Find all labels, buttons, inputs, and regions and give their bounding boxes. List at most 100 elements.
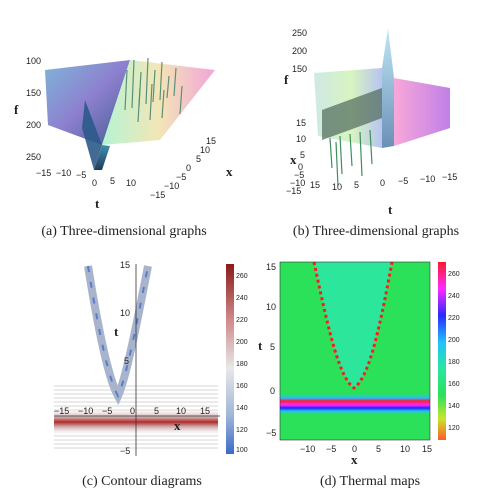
panel-d-x-tick: 0 (352, 444, 357, 454)
caption-c: (c) Contour diagrams (82, 474, 202, 489)
panel-d-x-tick: 15 (422, 444, 432, 454)
panel-c-x-tick: 5 (154, 406, 159, 416)
panel-d-t-label: t (258, 338, 263, 353)
panel-d-inner-region (314, 262, 392, 388)
panel-c-contour: 15 10 5 −5 t −15 −10 −5 0 5 10 15 x 260 … (40, 258, 250, 468)
panel-b-f-tick: 250 (292, 28, 307, 38)
panel-b-t-tick: 10 (332, 182, 342, 192)
panel-b-x-tick: −15 (286, 186, 301, 196)
panel-a-x-tick: −15 (150, 190, 165, 200)
panel-b-t-label: t (388, 202, 393, 217)
panel-a-t-tick: 0 (92, 178, 97, 188)
panel-d-x-label: x (351, 452, 358, 467)
panel-c-t-tick: 10 (120, 308, 130, 318)
panel-c-x-tick: −5 (102, 406, 112, 416)
panel-c-plot: 15 10 5 −5 t −15 −10 −5 0 5 10 15 x 260 … (54, 260, 248, 456)
panel-c-colorbar-tick: 180 (236, 361, 248, 368)
panel-c-colorbar-tick: 220 (236, 317, 248, 324)
panel-b-surface: 250 200 150 f 15 10 x 5 0 −5 −10 −15 15 … (284, 28, 457, 217)
panel-c-colorbar-tick: 160 (236, 383, 248, 390)
panel-b-x-tick: 15 (296, 118, 306, 128)
panel-d-colorbar (438, 262, 446, 440)
panel-c-colorbar-tick: 120 (236, 427, 248, 434)
panel-b-t-tick: −5 (398, 176, 408, 186)
panel-d-t-tick: 0 (270, 386, 275, 396)
panel-c-t-tick: 15 (120, 260, 130, 270)
panel-d-x-tick: −5 (326, 444, 336, 454)
panel-a-f-tick: 100 (26, 56, 41, 66)
panel-a-t-tick: −5 (76, 170, 86, 180)
panel-c-t-tick: −5 (120, 446, 130, 456)
panel-d-band (280, 394, 430, 414)
panel-d-colorbar-tick: 160 (448, 381, 460, 388)
panel-c-colorbar (226, 264, 234, 454)
panel-b-t-tick: −10 (420, 174, 435, 184)
panel-a-f-tick: 250 (26, 152, 41, 162)
panel-c-x-tick: −10 (78, 406, 93, 416)
panel-b-f-tick: 150 (292, 64, 307, 74)
panel-a-x-label: x (226, 164, 233, 179)
panel-c-colorbar-tick: 260 (236, 273, 248, 280)
panel-a-t-tick: 5 (110, 176, 115, 186)
panel-d-t-tick: 15 (266, 262, 276, 272)
panel-d-colorbar-tick: 260 (448, 271, 460, 278)
panel-c-x-tick: −15 (54, 406, 69, 416)
caption-a: (a) Three-dimensional graphs (41, 224, 207, 239)
panel-a-t-tick: −10 (56, 168, 71, 178)
panel-b-3d-graph: 250 200 150 f 15 10 x 5 0 −5 −10 −15 15 … (270, 18, 480, 218)
panel-d-plot: 15 10 5 0 −5 t −10 −5 0 5 10 15 x 260 24… (258, 261, 460, 467)
panel-c-t-label: t (114, 324, 119, 339)
panel-d-colorbar-tick: 240 (448, 293, 460, 300)
panel-d-t-tick: −5 (266, 428, 276, 438)
panel-a-x-tick: 5 (196, 154, 201, 164)
panel-d-colorbar-tick: 200 (448, 337, 460, 344)
panel-b-x-tick: 5 (300, 150, 305, 160)
panel-b-spikes (329, 129, 373, 187)
panel-a-x-tick: 10 (200, 145, 210, 155)
panel-c-colorbar-tick: 100 (236, 447, 248, 454)
panel-b-x-tick: −10 (290, 178, 305, 188)
panel-a-f-label: f (14, 102, 19, 117)
panel-c-t-tick: 5 (124, 356, 129, 366)
panel-a-surface: f 100 150 200 250 −15 −10 −5 0 5 10 t 15… (14, 56, 233, 211)
panel-a-t-tick: 10 (126, 178, 136, 188)
panel-d-colorbar-tick: 120 (448, 425, 460, 432)
panel-a-x-tick: −10 (164, 181, 179, 191)
panel-c-x-tick: 10 (176, 406, 186, 416)
panel-d-colorbar-tick: 220 (448, 315, 460, 322)
panel-c-x-tick: 0 (130, 406, 135, 416)
panel-a-3d-graph: f 100 150 200 250 −15 −10 −5 0 5 10 t 15… (10, 30, 240, 220)
panel-c-colorbar-tick: 200 (236, 339, 248, 346)
panel-b-f-tick: 200 (292, 46, 307, 56)
panel-b-t-tick: 15 (310, 180, 320, 190)
panel-b-f-label: f (284, 72, 289, 87)
panel-d-thermal: 15 10 5 0 −5 t −10 −5 0 5 10 15 x 260 24… (256, 258, 482, 468)
panel-b-x-tick: −5 (294, 170, 304, 180)
panel-a-t-label: t (95, 196, 100, 211)
panel-c-colorbar-tick: 140 (236, 405, 248, 412)
caption-b: (b) Three-dimensional graphs (292, 224, 460, 239)
panel-b-x-tick: 0 (298, 162, 303, 172)
panel-b-x-label: x (290, 152, 297, 167)
panel-a-t-tick: −15 (36, 168, 51, 178)
panel-a-x-tick: 15 (206, 136, 216, 146)
panel-d-t-tick: 5 (270, 342, 275, 352)
panel-d-colorbar-tick: 140 (448, 403, 460, 410)
panel-a-spikes (124, 57, 183, 123)
panel-b-x-tick: 10 (296, 134, 306, 144)
panel-c-colorbar-tick: 240 (236, 295, 248, 302)
panel-d-x-tick: −10 (300, 444, 315, 454)
panel-d-x-tick: 10 (400, 444, 410, 454)
panel-d-colorbar-tick: 180 (448, 359, 460, 366)
panel-d-t-tick: 10 (266, 302, 276, 312)
panel-a-x-tick: −5 (176, 172, 186, 182)
panel-c-x-label: x (174, 418, 181, 433)
panel-d-x-tick: 5 (376, 444, 381, 454)
panel-d-parabola (312, 261, 394, 390)
panel-b-t-tick: −15 (442, 172, 457, 182)
caption-d: (d) Thermal maps (319, 474, 421, 489)
panel-b-t-tick: 5 (354, 180, 359, 190)
panel-a-f-tick: 150 (26, 88, 41, 98)
panel-a-f-tick: 200 (26, 120, 41, 130)
panel-a-x-tick: 0 (186, 163, 191, 173)
